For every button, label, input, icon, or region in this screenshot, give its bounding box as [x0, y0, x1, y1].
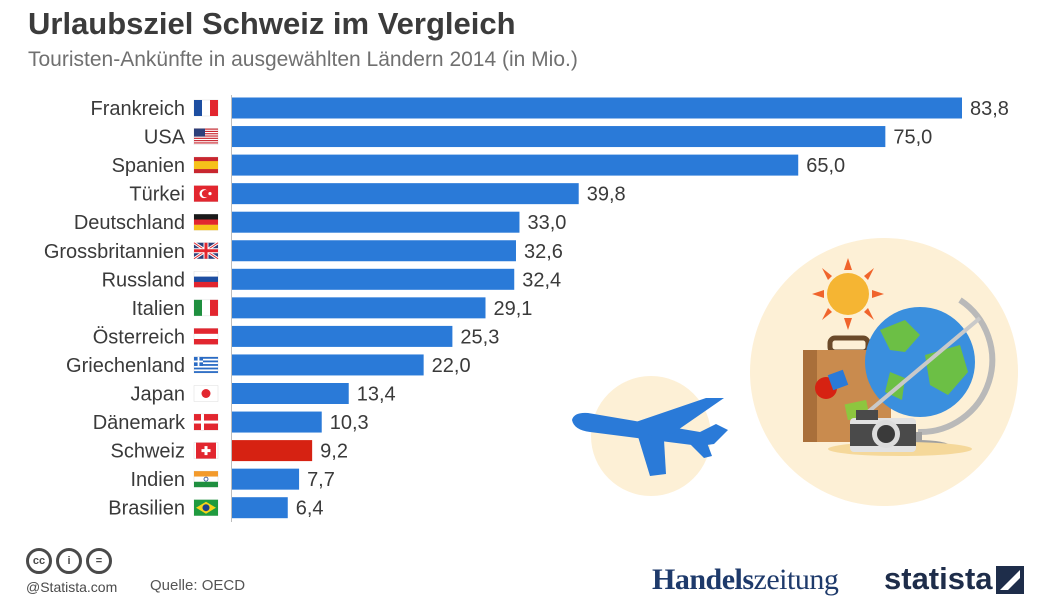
category-label: Deutschland [74, 212, 185, 234]
bar-schweiz [232, 440, 313, 462]
category-label: Spanien [112, 155, 185, 177]
attribution-icon: i [56, 548, 82, 574]
value-label: 39,8 [587, 184, 626, 206]
chart-title: Urlaubsziel Schweiz im Vergleich [28, 6, 516, 41]
value-label: 32,6 [524, 241, 563, 263]
flag-spain-icon [193, 156, 219, 174]
chart-subtitle: Touristen-Ankünfte in ausgewählten Lände… [28, 48, 578, 71]
value-label: 75,0 [893, 127, 932, 149]
value-label: 32,4 [522, 269, 561, 291]
flag-india-icon [193, 470, 219, 488]
value-label: 25,3 [460, 326, 499, 348]
flag-france-icon [193, 99, 219, 117]
flag-brazil-icon [193, 499, 219, 516]
flag-germany-icon [193, 213, 219, 231]
flag-italy-icon [193, 299, 219, 317]
category-label: Brasilien [108, 498, 185, 520]
bar-österreich [232, 325, 453, 347]
category-label: Türkei [129, 184, 185, 206]
flag-russia-icon [193, 271, 219, 288]
source-text: Quelle: OECD [150, 577, 246, 594]
category-label: Grossbritannien [44, 241, 185, 263]
category-label: Indien [131, 469, 186, 491]
category-label: Österreich [93, 326, 185, 348]
category-label: Dänemark [93, 412, 186, 434]
bar-grossbritannien [232, 240, 516, 262]
handelszeitung-logo-bold: Handels [652, 563, 754, 596]
flag-switzerland-icon [193, 442, 219, 459]
sun-icon [812, 258, 884, 330]
flag-uk-icon [193, 241, 219, 260]
category-label: Japan [131, 384, 186, 406]
bar-griechenland [232, 354, 424, 376]
category-label: Italien [132, 298, 185, 320]
value-label: 22,0 [432, 355, 471, 377]
bar-türkei [232, 183, 579, 205]
flag-denmark-icon [193, 413, 219, 431]
bar-dänemark [232, 411, 322, 433]
value-label: 9,2 [320, 441, 348, 463]
value-label: 10,3 [330, 412, 369, 434]
value-label: 33,0 [527, 212, 566, 234]
category-label: Griechenland [66, 355, 185, 377]
statista-mark-icon [996, 566, 1024, 594]
bar-brasilien [232, 497, 288, 519]
travel-illustration [572, 238, 1018, 506]
globe-icon [865, 297, 996, 452]
value-label: 7,7 [307, 469, 335, 491]
flag-usa-icon [193, 128, 219, 145]
flag-austria-icon [193, 328, 219, 345]
category-label: Frankreich [91, 98, 185, 120]
category-label: Russland [102, 269, 185, 291]
bar-frankreich [232, 97, 962, 119]
cc-license-icons: cc i = [26, 548, 116, 574]
cc-icon: cc [26, 548, 52, 574]
airplane-icon [572, 398, 728, 476]
camera-icon [828, 410, 972, 456]
bar-usa [232, 126, 886, 148]
category-label: Schweiz [111, 441, 185, 463]
flag-japan-icon [193, 385, 219, 402]
value-label: 83,8 [970, 98, 1009, 120]
bar-spanien [232, 154, 799, 176]
handelszeitung-logo-light: zeitung [753, 563, 839, 596]
bar-russland [232, 268, 515, 290]
value-label: 65,0 [806, 155, 845, 177]
value-label: 13,4 [357, 384, 396, 406]
bar-deutschland [232, 211, 520, 233]
value-label: 29,1 [493, 298, 532, 320]
flag-turkey-icon [193, 185, 219, 202]
category-label: USA [144, 127, 186, 149]
bar-indien [232, 468, 300, 490]
value-label: 6,4 [296, 498, 324, 520]
statista-logo: statista [884, 561, 993, 596]
bar-japan [232, 383, 349, 404]
copyright-text: @Statista.com [26, 579, 118, 595]
bar-italien [232, 297, 486, 319]
handelszeitung-logo: Handelszeitung [652, 563, 839, 597]
no-derivatives-icon: = [86, 548, 112, 574]
flag-greece-icon [193, 356, 219, 374]
